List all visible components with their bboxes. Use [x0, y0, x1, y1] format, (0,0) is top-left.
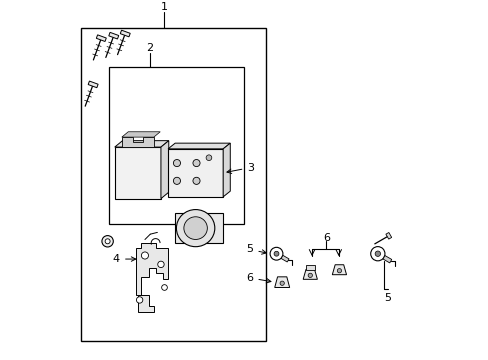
- Circle shape: [193, 159, 200, 167]
- Polygon shape: [136, 243, 168, 294]
- Circle shape: [158, 261, 164, 267]
- Polygon shape: [382, 256, 391, 263]
- Text: 2: 2: [146, 42, 153, 53]
- Bar: [115, 147, 161, 199]
- Polygon shape: [88, 81, 98, 88]
- Circle shape: [337, 269, 341, 273]
- Circle shape: [307, 273, 312, 278]
- Bar: [109, 67, 244, 224]
- Text: 1: 1: [161, 2, 167, 12]
- Polygon shape: [223, 143, 230, 197]
- Circle shape: [141, 252, 148, 259]
- Circle shape: [102, 235, 113, 247]
- Circle shape: [273, 251, 278, 256]
- Polygon shape: [332, 265, 346, 275]
- Circle shape: [205, 155, 211, 161]
- Text: 4: 4: [113, 254, 136, 264]
- Bar: [175, 213, 223, 243]
- Bar: [305, 265, 314, 270]
- Polygon shape: [161, 141, 168, 199]
- Polygon shape: [281, 255, 288, 262]
- Circle shape: [173, 159, 180, 167]
- Circle shape: [280, 281, 284, 285]
- Polygon shape: [303, 269, 317, 279]
- Polygon shape: [385, 233, 391, 239]
- Circle shape: [136, 297, 142, 303]
- Text: 5: 5: [246, 244, 266, 255]
- Polygon shape: [122, 132, 160, 137]
- Text: 5: 5: [384, 293, 390, 303]
- Polygon shape: [274, 277, 289, 288]
- Ellipse shape: [183, 217, 207, 239]
- Bar: [168, 149, 223, 197]
- Polygon shape: [138, 294, 154, 312]
- Bar: [81, 28, 265, 341]
- Text: 6: 6: [322, 233, 329, 243]
- Circle shape: [173, 177, 180, 184]
- Text: 3: 3: [226, 162, 254, 174]
- Ellipse shape: [176, 210, 214, 247]
- Circle shape: [105, 239, 110, 244]
- Polygon shape: [96, 35, 106, 41]
- Polygon shape: [168, 143, 230, 149]
- Circle shape: [162, 285, 167, 291]
- Circle shape: [193, 177, 200, 184]
- Polygon shape: [120, 30, 130, 37]
- Polygon shape: [122, 137, 154, 147]
- Circle shape: [374, 251, 380, 256]
- Polygon shape: [115, 141, 168, 147]
- Polygon shape: [108, 32, 119, 39]
- Text: 6: 6: [246, 273, 270, 283]
